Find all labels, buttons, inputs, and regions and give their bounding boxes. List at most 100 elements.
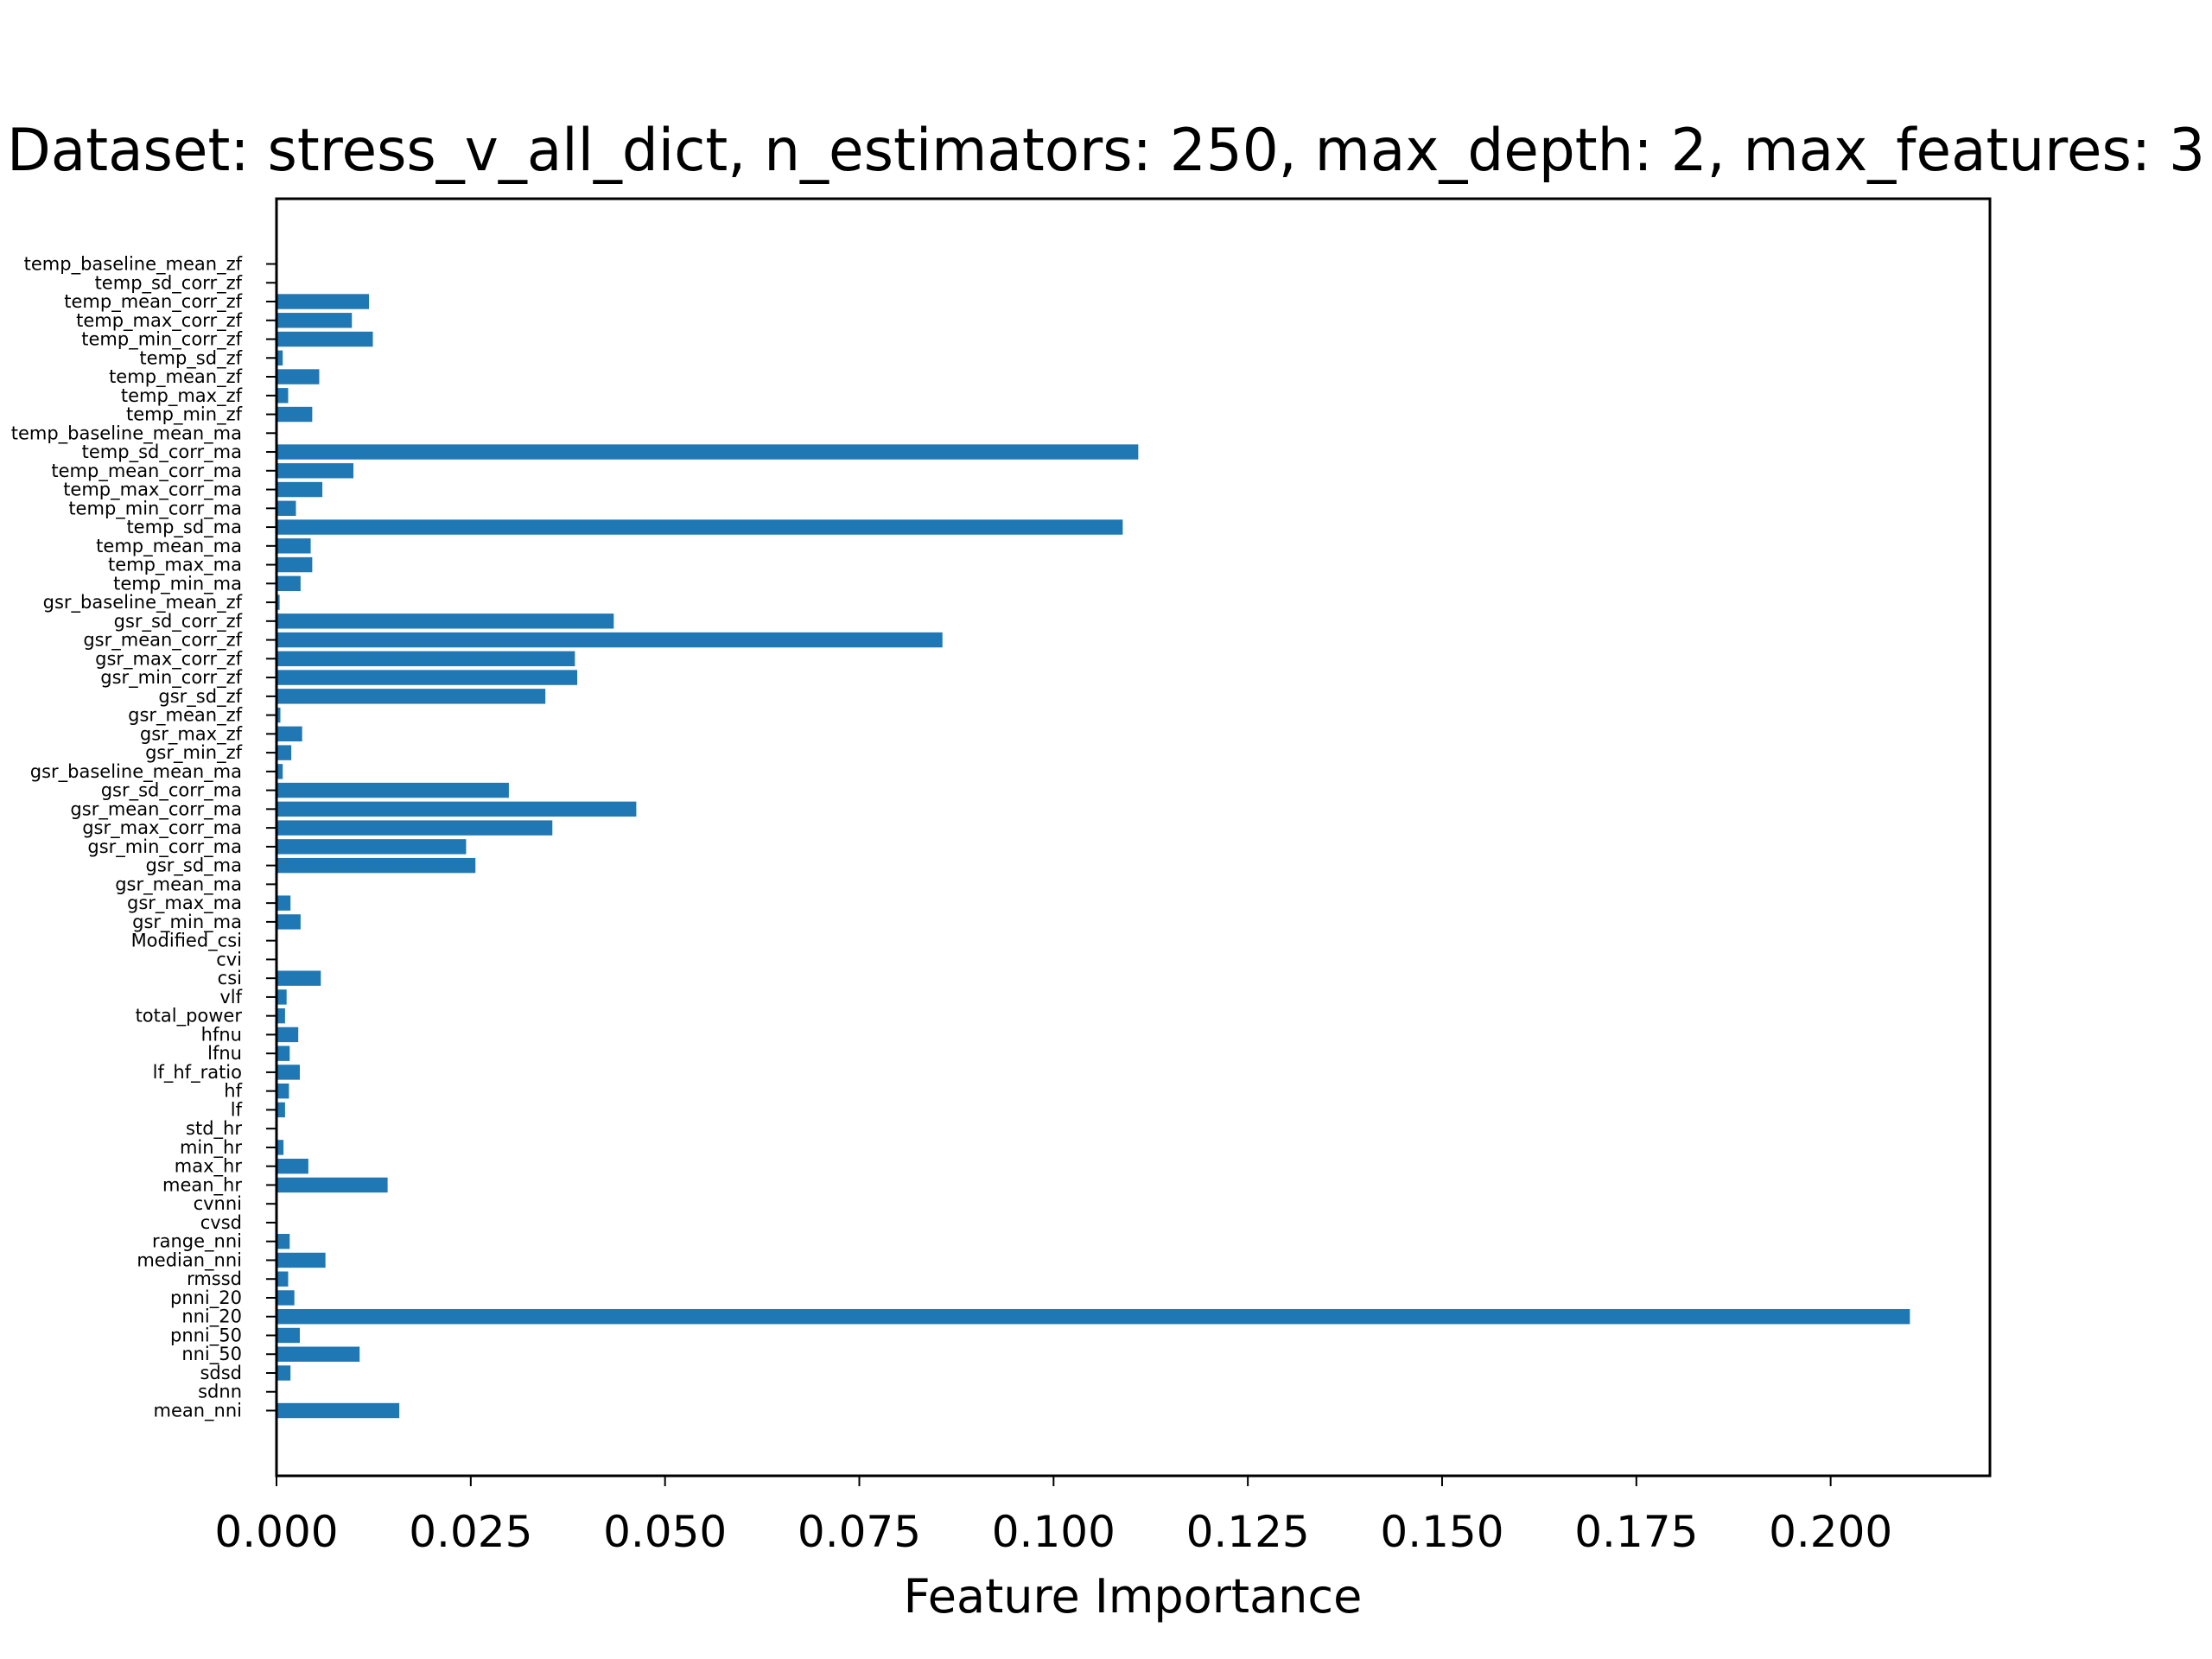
y-tick-label: nni_20 — [181, 1306, 242, 1328]
bar-csi — [276, 970, 321, 986]
y-tick-label: sdsd — [200, 1363, 242, 1383]
y-tick-label: temp_mean_ma — [96, 536, 242, 557]
bar-temp_sd_corr_ma — [276, 444, 1139, 460]
y-tick-label: cvnni — [194, 1193, 242, 1214]
bar-min_hr — [276, 1140, 284, 1155]
bar-temp_sd_ma — [276, 519, 1123, 535]
bar-gsr_min_zf — [276, 745, 292, 760]
y-tick-label: lf — [231, 1099, 243, 1120]
y-tick-label: temp_max_corr_zf — [76, 310, 243, 332]
bar-mean_nni — [276, 1402, 400, 1419]
x-tick-label: 0.025 — [409, 1507, 532, 1557]
y-tick-label: temp_max_zf — [121, 385, 243, 407]
y-tick-label: lfnu — [207, 1043, 242, 1064]
bar-pnni_50 — [276, 1327, 300, 1344]
y-tick-label: gsr_max_ma — [127, 893, 242, 914]
x-tick-label: 0.000 — [214, 1507, 338, 1557]
bar-temp_mean_ma — [276, 538, 311, 554]
y-tick-label: temp_min_zf — [126, 404, 243, 426]
y-tick-label: range_nni — [152, 1231, 242, 1253]
bar-gsr_min_ma — [276, 914, 301, 930]
bar-nni_20 — [276, 1309, 1910, 1325]
y-tick-label: lf_hf_ratio — [153, 1062, 242, 1084]
bar-mean_hr — [276, 1177, 388, 1193]
bar-rmssd — [276, 1271, 289, 1287]
y-tick-label: gsr_mean_corr_ma — [70, 798, 242, 820]
bar-gsr_max_zf — [276, 726, 302, 742]
y-tick-label: temp_sd_corr_ma — [82, 442, 242, 463]
y-axis-ticks: mean_nnisdnnsdsdnni_50pnni_50nni_20pnni_… — [11, 254, 276, 1422]
bar-lfnu — [276, 1046, 290, 1061]
y-tick-label: total_power — [136, 1006, 243, 1027]
y-tick-label: temp_mean_zf — [109, 366, 243, 388]
x-tick-label: 0.125 — [1186, 1507, 1310, 1557]
y-tick-label: temp_sd_corr_zf — [95, 272, 243, 294]
x-axis-label: Feature Importance — [904, 1569, 1363, 1624]
bar-median_nni — [276, 1252, 326, 1268]
y-tick-label: gsr_max_corr_ma — [82, 817, 242, 839]
y-tick-label: sdnn — [198, 1382, 242, 1402]
x-tick-label: 0.175 — [1574, 1507, 1698, 1557]
y-tick-label: cvi — [216, 949, 242, 969]
x-axis-ticks: 0.000 0.025 0.050 0.075 0.100 0.125 0.150 0.175… — [214, 1476, 1892, 1557]
bar-temp_min_zf — [276, 406, 313, 423]
y-tick-label: max_hr — [175, 1156, 243, 1178]
y-tick-label: mean_hr — [162, 1174, 242, 1196]
bar-vlf — [276, 989, 287, 1005]
x-tick-label: 0.200 — [1769, 1507, 1892, 1557]
x-tick-label: 0.100 — [992, 1507, 1116, 1557]
x-tick-label: 0.150 — [1380, 1507, 1503, 1557]
bar-temp_min_corr_ma — [276, 500, 296, 517]
y-tick-label: gsr_min_corr_zf — [100, 667, 242, 689]
y-tick-label: temp_baseline_mean_zf — [24, 254, 243, 276]
bar-temp_mean_corr_zf — [276, 294, 370, 309]
bar-range_nni — [276, 1234, 290, 1249]
y-tick-label: temp_sd_zf — [139, 347, 242, 369]
x-tick-label: 0.050 — [603, 1507, 727, 1557]
bar-lf_hf_ratio — [276, 1065, 300, 1080]
y-tick-label: pnni_20 — [170, 1287, 242, 1309]
bar-gsr_sd_zf — [276, 689, 546, 704]
y-tick-label: gsr_min_corr_ma — [87, 836, 242, 858]
bar-temp_max_zf — [276, 388, 289, 404]
bar-total_power — [276, 1007, 285, 1024]
bar-gsr_max_corr_ma — [276, 820, 553, 836]
bar-temp_min_corr_zf — [276, 331, 373, 347]
bar-hfnu — [276, 1027, 299, 1043]
bar-temp_max_ma — [276, 556, 313, 573]
y-tick-label: temp_sd_ma — [126, 517, 242, 538]
bar-lf — [276, 1102, 285, 1118]
bars-group — [276, 294, 1910, 1419]
y-tick-label: gsr_baseline_mean_zf — [43, 592, 243, 613]
y-tick-label: min_hr — [180, 1137, 242, 1159]
bar-temp_max_corr_zf — [276, 313, 353, 328]
y-tick-label: gsr_max_zf — [140, 723, 243, 745]
bar-gsr_baseline_mean_ma — [276, 764, 283, 779]
bar-gsr_sd_ma — [276, 857, 476, 874]
bar-temp_min_ma — [276, 575, 301, 592]
y-tick-label: gsr_mean_ma — [115, 874, 242, 895]
bar-temp_max_corr_ma — [276, 481, 323, 498]
y-tick-label: Modified_csi — [131, 931, 242, 952]
bar-gsr_sd_corr_zf — [276, 613, 614, 629]
bar-gsr_mean_corr_ma — [276, 801, 637, 817]
y-tick-label: gsr_sd_ma — [145, 855, 242, 877]
y-tick-label: gsr_sd_corr_zf — [114, 611, 243, 632]
bar-sdsd — [276, 1365, 291, 1381]
y-tick-label: gsr_sd_zf — [158, 686, 242, 708]
y-tick-label: temp_max_ma — [108, 555, 242, 576]
y-tick-label: gsr_min_zf — [145, 742, 243, 764]
y-tick-label: median_nni — [137, 1249, 242, 1271]
bar-gsr_max_ma — [276, 895, 291, 911]
bar-temp_mean_corr_ma — [276, 463, 354, 479]
bar-gsr_min_corr_ma — [276, 839, 467, 855]
y-tick-label: nni_50 — [181, 1344, 242, 1365]
plot-frame — [275, 197, 1992, 1478]
y-tick-label: gsr_sd_corr_ma — [101, 780, 242, 802]
y-tick-label: mean_nni — [153, 1401, 242, 1422]
bar-gsr_sd_corr_ma — [276, 782, 509, 798]
y-tick-label: hfnu — [201, 1024, 242, 1045]
bar-gsr_mean_zf — [276, 707, 281, 723]
y-tick-label: gsr_mean_corr_zf — [83, 630, 242, 652]
